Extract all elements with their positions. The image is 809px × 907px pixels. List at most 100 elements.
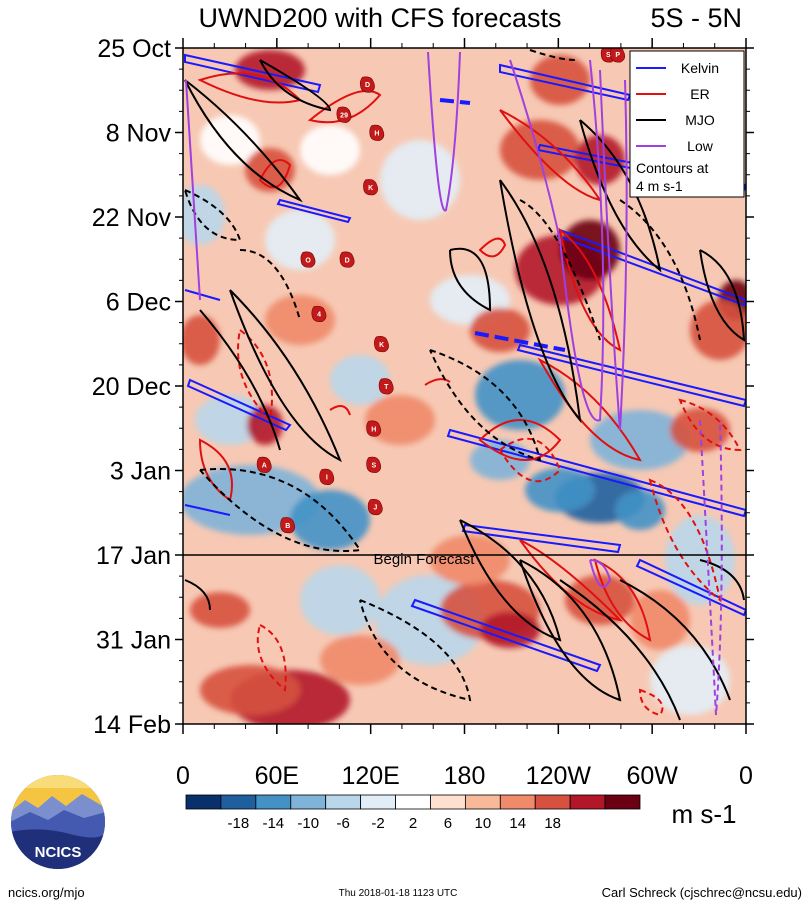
contour — [499, 63, 632, 102]
field-patch — [235, 50, 305, 90]
contour — [519, 539, 624, 622]
contour — [427, 51, 461, 212]
contour — [459, 519, 562, 642]
y-axis: 25 Oct 8 Nov 22 Nov 6 Dec 20 Dec 3 Jan 17 Jan 3… — [92, 35, 754, 739]
y-tick-label: 3 Jan — [110, 458, 171, 486]
y-tick-label: 6 Dec — [106, 289, 171, 317]
contour — [699, 249, 746, 342]
storm-marker: K — [374, 336, 389, 353]
colorbar-tick-label: 6 — [444, 815, 452, 832]
storm-symbol — [363, 179, 378, 196]
colorbar-swatch — [569, 794, 606, 810]
storm-marker: A — [256, 456, 272, 473]
contour — [498, 437, 562, 483]
storm-label: I — [326, 475, 328, 482]
wind-anomaly-field — [183, 50, 746, 724]
legend-label-low: Low — [687, 138, 714, 154]
field-patch — [690, 300, 746, 360]
x-tick-label: 120E — [341, 762, 399, 790]
field-patch — [300, 565, 380, 635]
colorbar-swatch — [220, 794, 257, 810]
contour — [446, 428, 746, 518]
contour — [186, 378, 292, 432]
contour — [478, 419, 562, 461]
contour — [424, 378, 451, 386]
colorbar-tick-label: -18 — [228, 815, 250, 832]
x-tick-label: 120W — [526, 762, 592, 790]
storm-marker: O — [300, 251, 316, 268]
storm-marker: I — [319, 468, 335, 485]
wave-contours — [184, 49, 746, 721]
storm-label: T — [384, 384, 389, 391]
storm-marker: 29 — [336, 106, 352, 123]
colorbar-swatch — [360, 794, 396, 810]
footer-right: Carl Schreck (cjschrec@ncsu.edu) — [602, 885, 802, 900]
field-patch — [247, 405, 283, 445]
contour — [185, 79, 201, 301]
contour — [619, 199, 701, 341]
footer-center: Thu 2018-01-18 1123 UTC — [339, 888, 458, 899]
field-patch — [380, 140, 460, 220]
storm-label: B — [285, 523, 290, 530]
colorbar-tick-label: 2 — [409, 815, 417, 832]
storm-label: S — [371, 462, 376, 469]
contour — [199, 309, 281, 451]
x-tick-label: 0 — [176, 762, 190, 790]
contour — [184, 289, 221, 301]
colorbar-tick-label: -6 — [336, 815, 349, 832]
contour — [558, 227, 622, 352]
contour — [599, 69, 628, 431]
colorbar-swatch — [290, 794, 327, 810]
field-patch — [615, 490, 665, 530]
storm-symbol — [374, 336, 389, 353]
storm-label: J — [373, 505, 377, 512]
storm-marker: S — [366, 456, 382, 473]
y-tick-label: 31 Jan — [96, 627, 171, 655]
contour — [184, 579, 211, 611]
contour — [559, 579, 681, 721]
contour — [638, 688, 664, 717]
contour — [276, 198, 352, 224]
storm-label: P — [615, 52, 620, 59]
storm-marker: H — [369, 124, 385, 141]
field-patch — [470, 440, 530, 480]
contour — [509, 59, 605, 422]
chart-title: UWND200 with CFS forecasts — [198, 3, 561, 33]
contour — [184, 79, 303, 203]
colorbar: -18 -14 -10 -6 -2 2 6 10 14 18 — [185, 794, 641, 832]
field-patch — [630, 590, 690, 650]
contour — [259, 59, 332, 112]
footer-left: ncics.org/mjo — [8, 885, 85, 900]
y-tick-label: 17 Jan — [96, 542, 171, 570]
colorbar-swatch — [430, 794, 466, 810]
x-tick-label: 180 — [444, 762, 486, 790]
colorbar-swatch — [395, 794, 431, 810]
legend-label-mjo: MJO — [685, 112, 715, 128]
storm-label: D — [365, 82, 370, 89]
contour — [619, 579, 731, 701]
logo-text: NCICS — [35, 844, 82, 861]
field-patch — [320, 635, 400, 685]
field-patch — [525, 468, 595, 512]
contour — [519, 559, 622, 702]
field-patch — [670, 408, 730, 452]
legend-label-er: ER — [690, 86, 709, 102]
colorbar-tick-label: -10 — [297, 815, 319, 832]
field-patch — [590, 410, 690, 470]
storm-symbol — [366, 420, 382, 437]
contour — [239, 249, 301, 321]
contour — [478, 237, 507, 258]
colorbar-swatch — [255, 794, 292, 810]
field-patch — [475, 360, 565, 430]
storm-symbol — [366, 456, 382, 473]
field-patch — [190, 592, 250, 628]
contour — [199, 468, 362, 552]
contour — [589, 559, 612, 588]
field-patch — [290, 490, 370, 550]
contour — [229, 289, 342, 463]
colorbar-tick-label: 18 — [544, 815, 561, 832]
field-patch — [195, 395, 265, 445]
field-patch — [183, 315, 220, 365]
x-axis: 0 60E 120E 180 120W 60W 0 — [176, 38, 753, 790]
storm-marker: J — [367, 498, 383, 516]
